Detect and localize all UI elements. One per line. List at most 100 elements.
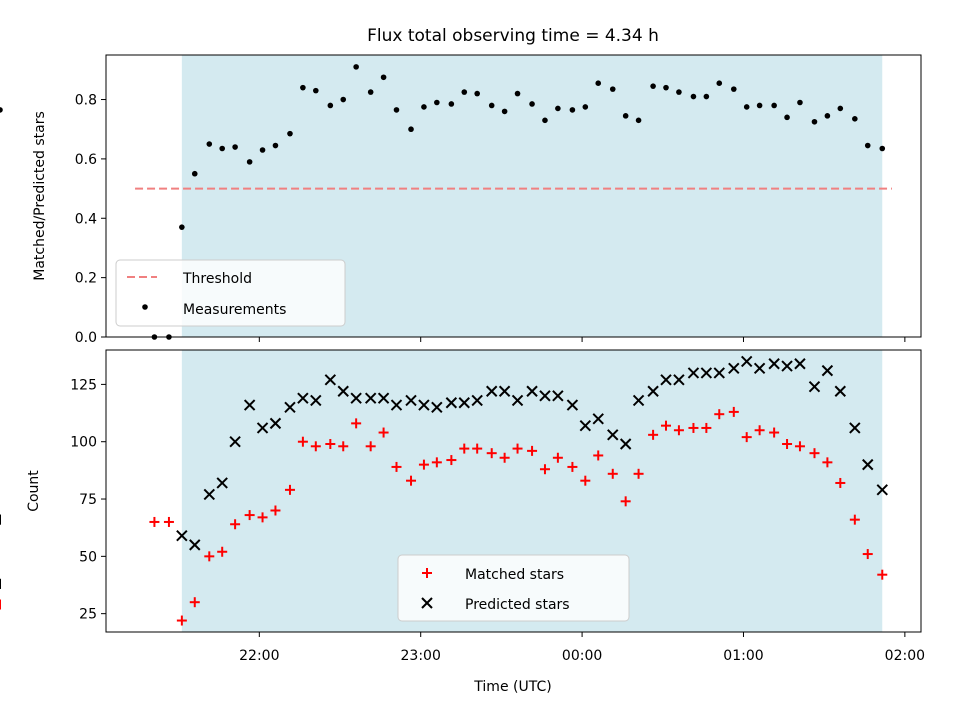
x-tick-label: 22:00 — [239, 648, 279, 664]
legend-measurements-label: Measurements — [183, 302, 286, 318]
measurement-point — [488, 102, 495, 109]
predicted-star-point — [579, 419, 592, 432]
predicted-star-point — [781, 360, 793, 372]
measurement-point — [380, 74, 387, 81]
matched-star-point — [877, 569, 888, 580]
measurement-point — [287, 130, 293, 137]
matched-star-point — [567, 461, 578, 472]
measurement-point — [555, 105, 561, 112]
measurement-point — [340, 96, 347, 103]
predicted-star-point — [364, 392, 377, 404]
matched-star-point — [459, 443, 470, 454]
matched-star-point — [310, 441, 321, 452]
measurement-point — [635, 117, 642, 124]
measurement-point — [609, 86, 616, 92]
measurement-point — [703, 93, 710, 100]
measurement-point — [690, 93, 697, 100]
measurement-point — [756, 102, 763, 109]
legend-matched-label: Matched stars — [465, 567, 564, 583]
matched-star-point — [446, 455, 457, 466]
predicted-star-point — [849, 422, 861, 434]
matched-star-point — [270, 505, 281, 516]
matched-star-point — [499, 452, 510, 463]
ratio-axes-frame — [105, 54, 922, 338]
matched-star-point — [431, 457, 442, 468]
matched-star-point — [607, 468, 618, 479]
predicted-star-point — [498, 385, 511, 397]
predicted-star-point — [660, 374, 672, 386]
ratio-x-ticks — [258, 337, 906, 342]
measurement-point — [313, 87, 319, 94]
measurement-point — [272, 142, 279, 149]
measurement-point — [461, 89, 468, 95]
measurement-point — [730, 86, 737, 92]
count-y-axis-label: Count — [26, 470, 42, 512]
matched-star-point — [580, 475, 591, 486]
matched-star-point — [835, 477, 846, 488]
predicted-star-point — [607, 429, 619, 441]
measurement-point — [353, 64, 359, 70]
matched-star-point — [297, 436, 308, 447]
matched-star-point — [769, 427, 780, 438]
predicted-star-point — [834, 385, 847, 397]
measurement-point — [259, 147, 266, 153]
predicted-star-point — [405, 394, 417, 407]
y-tick-label: 25 — [79, 607, 97, 623]
ratio-y-ticks: 0.0 0.2 0.4 0.6 0.8 — [75, 93, 106, 346]
y-tick-label: 0.4 — [75, 211, 97, 227]
measurement-point — [716, 80, 723, 86]
legend-predicted-label: Predicted stars — [465, 597, 570, 613]
ratio-legend-box — [115, 259, 346, 327]
matched-star-point — [325, 439, 336, 449]
measurement-point — [327, 102, 334, 109]
predicted-star-point — [713, 367, 725, 379]
measurement-point — [797, 99, 803, 106]
measurement-point — [650, 83, 656, 89]
matched-star-point — [149, 516, 160, 527]
count-panel: 25 50 75 100 125 22:00 23:00 00:00 01:00 02:00 C… — [0, 349, 925, 695]
measurement-point — [676, 89, 682, 95]
predicted-star-point — [269, 417, 282, 430]
predicted-star-point — [337, 385, 349, 397]
matched-star-point — [688, 422, 699, 433]
measurement-point — [421, 104, 427, 110]
predicted-star-point — [243, 399, 256, 411]
predicted-star-point — [284, 401, 296, 414]
legend-threshold-label: Threshold — [182, 271, 252, 287]
x-tick-label: 00:00 — [562, 648, 602, 664]
matched-star-point — [257, 512, 268, 523]
matched-star-point — [406, 475, 417, 486]
measurement-point — [300, 84, 306, 91]
y-tick-label: 0.0 — [75, 330, 97, 346]
matched-star-point — [661, 420, 672, 431]
predicted-star-point — [753, 362, 766, 375]
matched-star-point — [782, 439, 793, 449]
predicted-star-point — [471, 394, 483, 407]
predicted-star-point — [458, 397, 470, 409]
predicted-star-point — [539, 390, 551, 402]
matched-star-point — [244, 510, 255, 521]
predicted-star-point — [876, 484, 888, 496]
matched-star-point — [822, 457, 833, 468]
measurement-point — [582, 104, 589, 110]
predicted-star-point — [350, 392, 362, 404]
measurement-point — [784, 114, 790, 121]
matched-star-point — [204, 551, 215, 562]
measurement-point — [879, 145, 886, 152]
predicted-star-point — [256, 422, 269, 434]
count-legend: Matched stars Predicted stars — [397, 554, 630, 622]
matched-star-point — [809, 448, 820, 459]
predicted-star-point — [821, 364, 834, 377]
predicted-star-point — [632, 394, 645, 407]
predicted-star-point — [310, 394, 322, 407]
matched-star-point — [633, 468, 644, 479]
measurement-point — [367, 89, 374, 95]
predicted-star-point — [740, 355, 753, 368]
matched-star-point — [338, 441, 349, 452]
matched-star-point — [176, 615, 187, 626]
predicted-star-point — [768, 358, 780, 370]
matched-star-point — [378, 427, 389, 438]
predicted-star-point — [673, 374, 685, 386]
measurement-point — [864, 142, 871, 149]
